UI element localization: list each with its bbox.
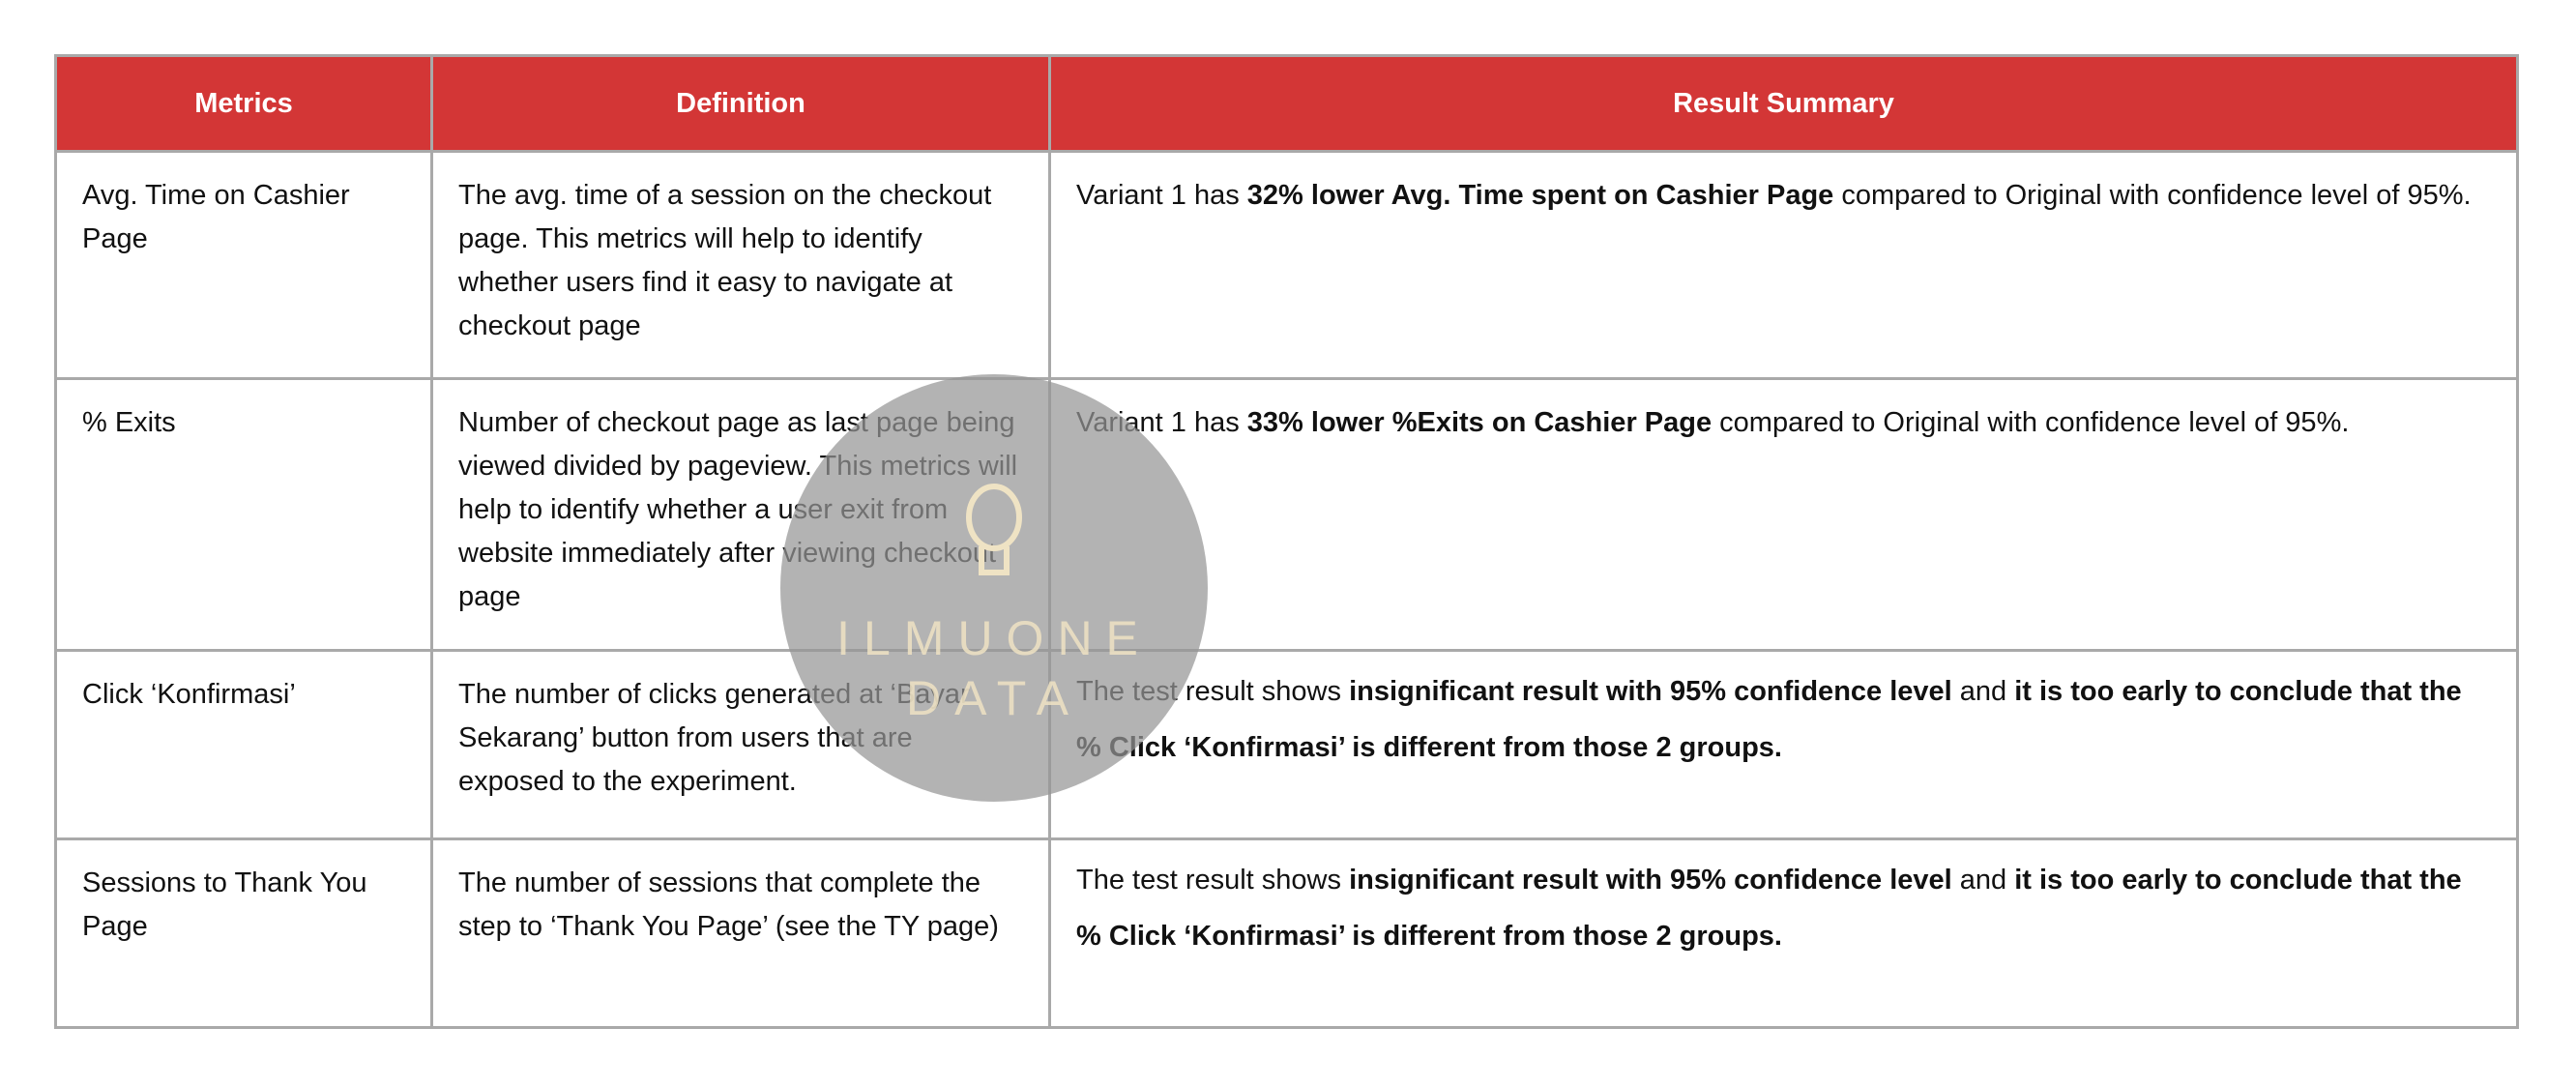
result-text: The test result shows (1076, 865, 1350, 896)
header-definition: Definition (430, 54, 1051, 153)
metrics-table: Metrics Definition Result Summary Avg. T… (54, 54, 2519, 1029)
result-bold: it is too early to conclude that the % C… (1076, 865, 2462, 952)
metric-cell: Sessions to Thank You Page (54, 837, 433, 1029)
result-cell: The test result shows insignificant resu… (1048, 649, 2519, 840)
metric-cell: Click ‘Konfirmasi’ (54, 649, 433, 840)
result-text: compared to Original with confidence lev… (1712, 407, 2350, 438)
table-row: Click ‘Konfirmasi’ The number of clicks … (54, 649, 2519, 840)
table-row: % Exits Number of checkout page as last … (54, 377, 2519, 652)
result-cell: Variant 1 has 33% lower %Exits on Cashie… (1048, 377, 2519, 652)
table-row: Sessions to Thank You Page The number of… (54, 837, 2519, 1029)
result-bold: insignificant result with 95% confidence… (1349, 676, 1952, 707)
result-bold: insignificant result with 95% confidence… (1349, 865, 1952, 896)
definition-cell: The number of clicks generated at ‘Bayar… (430, 649, 1051, 840)
result-cell: The test result shows insignificant resu… (1048, 837, 2519, 1029)
result-bold: 33% lower %Exits on Cashier Page (1246, 407, 1712, 438)
definition-cell: Number of checkout page as last page bei… (430, 377, 1051, 652)
table-row: Avg. Time on Cashier Page The avg. time … (54, 150, 2519, 380)
metric-cell: % Exits (54, 377, 433, 652)
result-bold: 32% lower Avg. Time spent on Cashier Pag… (1246, 180, 1834, 211)
header-metrics: Metrics (54, 54, 433, 153)
definition-cell: The avg. time of a session on the checko… (430, 150, 1051, 380)
result-text: and (1951, 676, 2015, 707)
result-text: Variant 1 has (1076, 407, 1247, 438)
header-row: Metrics Definition Result Summary (54, 54, 2519, 153)
result-text: The test result shows (1076, 676, 1350, 707)
header-result-summary: Result Summary (1048, 54, 2519, 153)
result-cell: Variant 1 has 32% lower Avg. Time spent … (1048, 150, 2519, 380)
result-text: and (1951, 865, 2015, 896)
result-text: Variant 1 has (1076, 180, 1247, 211)
metric-cell: Avg. Time on Cashier Page (54, 150, 433, 380)
definition-cell: The number of sessions that complete the… (430, 837, 1051, 1029)
result-text: compared to Original with confidence lev… (1833, 180, 2472, 211)
